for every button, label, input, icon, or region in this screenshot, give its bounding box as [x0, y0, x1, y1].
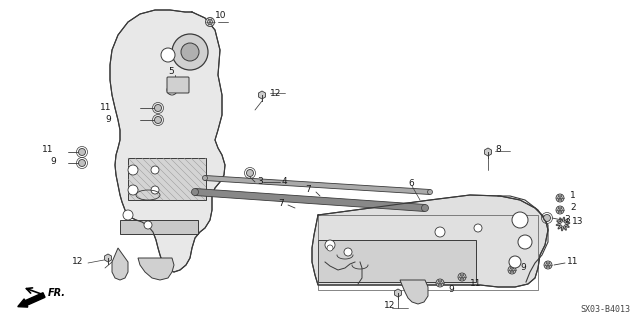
Circle shape: [427, 189, 433, 195]
Circle shape: [167, 85, 177, 95]
Polygon shape: [110, 10, 225, 272]
Text: 6: 6: [408, 179, 414, 188]
Circle shape: [474, 224, 482, 232]
Circle shape: [151, 186, 159, 194]
Circle shape: [78, 159, 85, 166]
Text: 4: 4: [282, 177, 288, 186]
Bar: [318, 215, 538, 290]
Circle shape: [247, 170, 254, 177]
Circle shape: [123, 210, 133, 220]
Text: 11: 11: [42, 146, 54, 155]
Circle shape: [203, 175, 208, 180]
Circle shape: [435, 227, 445, 237]
Text: 9: 9: [520, 263, 526, 273]
Bar: [318, 240, 476, 282]
Polygon shape: [112, 248, 128, 280]
Circle shape: [327, 245, 333, 251]
Circle shape: [556, 206, 564, 214]
Circle shape: [172, 34, 208, 70]
Text: 12: 12: [384, 300, 396, 309]
Circle shape: [422, 204, 429, 212]
FancyBboxPatch shape: [167, 77, 189, 93]
Text: 7: 7: [278, 198, 283, 207]
Polygon shape: [400, 280, 428, 304]
Text: 11: 11: [470, 278, 482, 287]
Text: 1: 1: [570, 191, 576, 201]
Polygon shape: [195, 188, 426, 212]
Circle shape: [509, 256, 521, 268]
Circle shape: [161, 48, 175, 62]
Circle shape: [561, 222, 565, 226]
Circle shape: [436, 279, 444, 287]
Text: 5: 5: [168, 68, 174, 76]
Circle shape: [78, 148, 85, 156]
Text: FR.: FR.: [48, 288, 66, 298]
Text: 11: 11: [567, 258, 578, 267]
Circle shape: [344, 248, 352, 256]
FancyArrow shape: [18, 293, 45, 307]
Bar: [120, 220, 198, 234]
Text: 11: 11: [100, 103, 111, 113]
Text: 9: 9: [448, 285, 454, 294]
Text: 13: 13: [572, 218, 583, 227]
Polygon shape: [556, 217, 569, 231]
Circle shape: [544, 261, 552, 269]
Circle shape: [512, 212, 528, 228]
Circle shape: [192, 188, 199, 196]
Polygon shape: [485, 148, 492, 156]
Circle shape: [144, 221, 152, 229]
Text: 8: 8: [495, 146, 501, 155]
Text: 10: 10: [215, 12, 227, 20]
Circle shape: [155, 105, 162, 111]
Circle shape: [543, 214, 550, 221]
Circle shape: [325, 240, 335, 250]
Polygon shape: [394, 289, 401, 297]
Circle shape: [151, 166, 159, 174]
Polygon shape: [259, 91, 266, 99]
Text: SX03-B4013: SX03-B4013: [580, 305, 630, 314]
Text: 2: 2: [570, 204, 576, 212]
Circle shape: [508, 266, 516, 274]
Bar: [128, 158, 206, 200]
Text: 3: 3: [257, 177, 262, 186]
Circle shape: [181, 43, 199, 61]
Text: 12: 12: [270, 89, 282, 98]
Text: 12: 12: [72, 258, 83, 267]
Circle shape: [206, 18, 215, 27]
Polygon shape: [138, 258, 174, 280]
Circle shape: [128, 165, 138, 175]
Circle shape: [458, 273, 466, 281]
Text: 9: 9: [105, 116, 111, 124]
Circle shape: [155, 116, 162, 124]
Polygon shape: [104, 254, 111, 262]
Circle shape: [556, 194, 564, 202]
Polygon shape: [312, 195, 548, 287]
Text: 9: 9: [50, 156, 56, 165]
Text: 3: 3: [564, 214, 569, 223]
Circle shape: [518, 235, 532, 249]
Polygon shape: [205, 175, 430, 195]
Circle shape: [128, 185, 138, 195]
Text: 7: 7: [305, 186, 311, 195]
